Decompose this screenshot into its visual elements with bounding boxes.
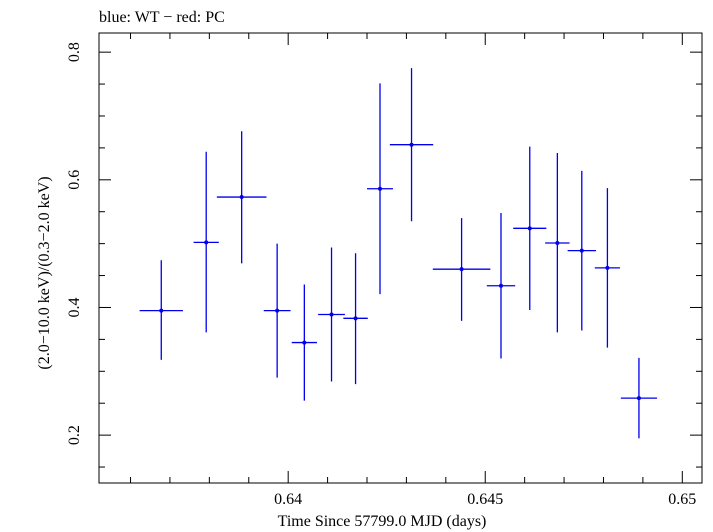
x-axis-tick-labels: 0.64 0.645 0.65 (274, 491, 696, 508)
data-point (367, 83, 394, 295)
point-marker (555, 241, 560, 245)
point-marker (329, 312, 334, 317)
data-point (139, 260, 183, 360)
data-point (193, 151, 219, 333)
point-marker (302, 340, 307, 345)
data-point (486, 213, 516, 359)
data-point (432, 218, 491, 321)
point-marker (159, 308, 164, 313)
point-marker (378, 186, 383, 191)
data-point (567, 170, 596, 331)
data-point (216, 131, 267, 264)
y-axis-ticks (99, 51, 702, 468)
data-point (545, 153, 570, 333)
point-marker (527, 226, 532, 231)
data-points (139, 68, 658, 439)
y-tick-label: 0.8 (66, 42, 83, 62)
data-point (318, 247, 345, 382)
point-marker (409, 142, 414, 147)
data-point (594, 188, 621, 348)
y-tick-label: 0.4 (66, 297, 83, 317)
x-axis-ticks (130, 33, 683, 483)
point-marker (579, 248, 584, 253)
x-axis-label: Time Since 57799.0 MJD (days) (278, 513, 487, 530)
data-point (263, 243, 291, 378)
y-axis-tick-labels: 0.2 0.4 0.6 0.8 (66, 42, 83, 445)
point-marker (204, 240, 209, 245)
data-point (620, 357, 658, 439)
data-point (343, 253, 368, 385)
chart-title: blue: WT − red: PC (99, 9, 225, 26)
point-marker (636, 396, 641, 401)
data-point (389, 68, 434, 222)
data-point (291, 284, 317, 401)
plot-frame (98, 32, 703, 484)
data-point (513, 146, 547, 311)
point-marker (353, 316, 358, 321)
point-marker (275, 308, 280, 313)
point-marker (605, 265, 610, 270)
y-tick-label: 0.6 (66, 170, 83, 190)
x-tick-label: 0.65 (668, 491, 696, 508)
point-marker (239, 195, 244, 200)
x-tick-label: 0.64 (274, 491, 302, 508)
y-tick-label: 0.2 (66, 425, 83, 445)
point-marker (459, 267, 464, 272)
point-marker (499, 283, 503, 288)
y-axis-label: (2.0−10.0 keV)/(0.3−2.0 keV) (36, 176, 53, 369)
x-tick-label: 0.645 (467, 491, 503, 508)
